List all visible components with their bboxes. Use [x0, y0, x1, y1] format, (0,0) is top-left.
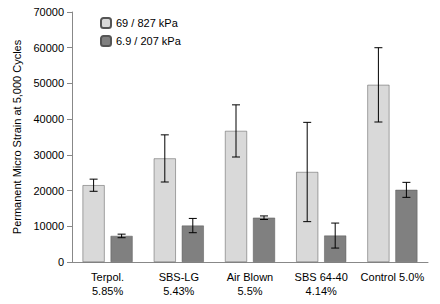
- svg-text:Air Blown: Air Blown: [227, 271, 273, 283]
- svg-text:20000: 20000: [33, 185, 64, 197]
- svg-text:40000: 40000: [33, 113, 64, 125]
- svg-text:30000: 30000: [33, 149, 64, 161]
- svg-text:70000: 70000: [33, 6, 64, 18]
- svg-text:69 / 827 kPa: 69 / 827 kPa: [116, 17, 179, 29]
- svg-text:SBS-LG: SBS-LG: [159, 271, 199, 283]
- svg-text:0: 0: [58, 256, 64, 268]
- svg-text:5.5%: 5.5%: [237, 285, 262, 297]
- svg-text:Permanent Micro Strain at 5,00: Permanent Micro Strain at 5,000 Cycles: [11, 39, 23, 234]
- svg-text:5.85%: 5.85%: [92, 285, 123, 297]
- svg-text:SBS 64-40: SBS 64-40: [295, 271, 348, 283]
- svg-text:6.9 / 207 kPa: 6.9 / 207 kPa: [116, 35, 182, 47]
- svg-text:Control 5.0%: Control 5.0%: [361, 271, 425, 283]
- svg-text:4.14%: 4.14%: [306, 285, 337, 297]
- svg-text:10000: 10000: [33, 220, 64, 232]
- svg-text:50000: 50000: [33, 77, 64, 89]
- svg-text:60000: 60000: [33, 42, 64, 54]
- svg-text:5.43%: 5.43%: [163, 285, 194, 297]
- svg-text:Terpol.: Terpol.: [91, 271, 124, 283]
